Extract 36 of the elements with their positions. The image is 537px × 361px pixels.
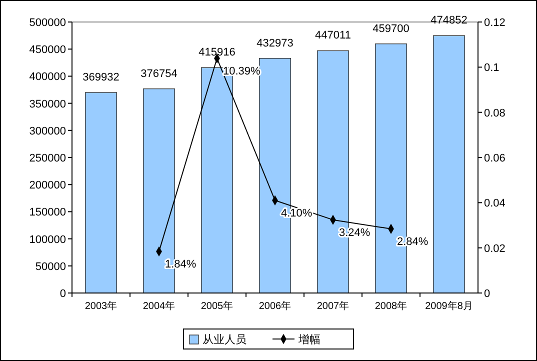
x-tick-label: 2008年 <box>374 300 408 312</box>
data-label: 474852 <box>430 14 468 27</box>
bar <box>84 92 118 294</box>
legend-label: 从业人员 <box>202 333 246 346</box>
y2-tick-label: 0 <box>484 288 490 300</box>
x-tick-label: 2005年 <box>200 300 234 312</box>
y-tick-label: 100000 <box>29 234 66 246</box>
y-tick-label: 500000 <box>29 17 66 29</box>
y2-tick-label: 0.1 <box>484 62 500 74</box>
y-tick-label: 50000 <box>35 260 66 273</box>
data-label: 369932 <box>82 71 120 84</box>
bar <box>432 35 466 294</box>
y2-tick-label: 0.08 <box>484 107 506 120</box>
data-label: 447011 <box>315 30 351 42</box>
y-tick-label: 350000 <box>29 98 66 110</box>
legend-label: 增幅 <box>298 334 320 346</box>
y2-tick-label: 0.02 <box>484 242 506 255</box>
data-label: 459700 <box>372 22 410 35</box>
data-label: 376754 <box>140 68 178 80</box>
y2-tick-label: 0.12 <box>484 17 506 29</box>
x-tick-label: 2007年 <box>316 300 350 312</box>
y-tick-label: 400000 <box>29 71 66 84</box>
data-label: 415916 <box>198 46 236 59</box>
y-tick-label: 200000 <box>29 180 66 192</box>
x-tick-label: 2003年 <box>84 300 118 312</box>
y2-tick-label: 0.06 <box>484 152 506 164</box>
y-tick-label: 250000 <box>29 152 66 164</box>
x-tick-label: 2004年 <box>142 300 176 312</box>
x-tick-label: 2009年8月 <box>425 300 473 312</box>
y-tick-label: 300000 <box>29 125 66 138</box>
y-tick-label: 450000 <box>29 44 66 56</box>
y-tick-label: 150000 <box>29 206 66 219</box>
y-tick-label: 0 <box>60 288 66 300</box>
y2-tick-label: 0.04 <box>484 198 506 210</box>
data-label: 432973 <box>256 37 294 50</box>
x-tick-label: 2006年 <box>258 300 292 312</box>
